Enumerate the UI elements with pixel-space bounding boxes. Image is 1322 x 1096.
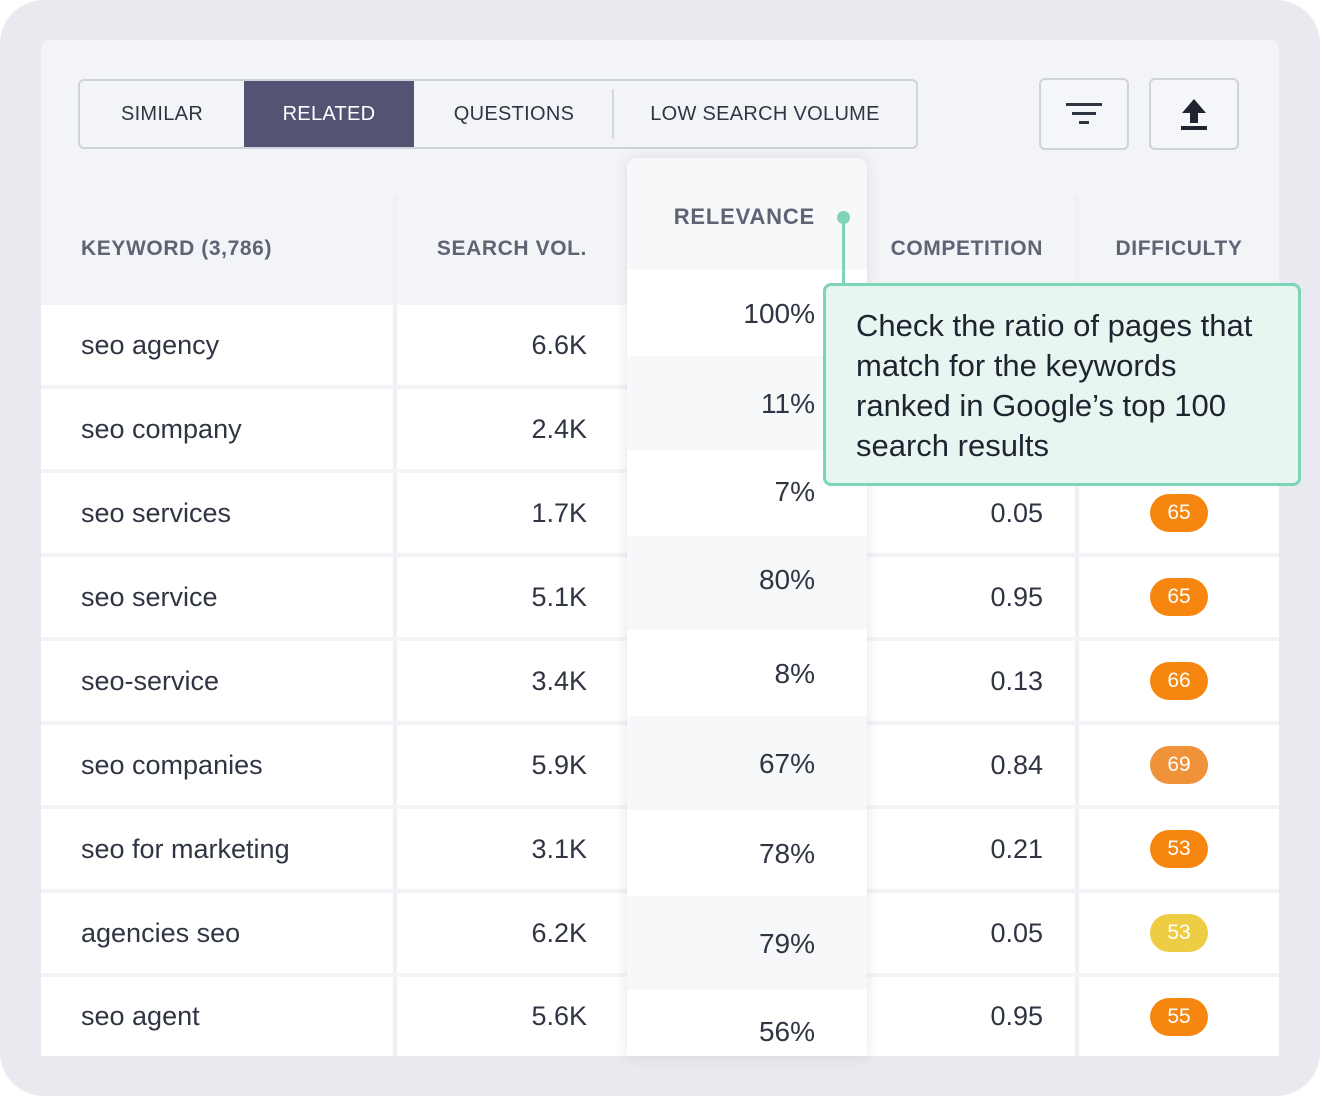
relevance-tooltip: Check the ratio of pages that match for … [823, 283, 1301, 486]
competition-cell: 0.21 [863, 809, 1075, 889]
competition-cell: 0.95 [863, 557, 1075, 637]
keyword-cell: agencies seo [81, 917, 241, 948]
competition-cell: 0.05 [863, 893, 1075, 973]
upload-icon [1181, 99, 1207, 130]
search-vol-cell: 2.4K [393, 389, 623, 469]
competition-cell: 0.13 [863, 641, 1075, 721]
search-vol-cell: 3.1K [393, 809, 623, 889]
search-vol-cell: 6.6K [393, 305, 623, 385]
difficulty-cell: 55 [1075, 977, 1279, 1056]
filter-button[interactable] [1039, 78, 1129, 150]
header-relevance[interactable]: RELEVANCE [673, 204, 815, 229]
difficulty-cell: 65 [1075, 557, 1279, 637]
difficulty-cell: 53 [1075, 809, 1279, 889]
keyword-cell: seo services [81, 497, 232, 528]
search-vol-cell: 5.6K [393, 977, 623, 1056]
difficulty-cell: 65 [1075, 473, 1279, 553]
header-search-vol[interactable]: SEARCH VOL. [393, 196, 623, 302]
search-vol-cell: 5.9K [393, 725, 623, 805]
competition-cell: 0.95 [863, 977, 1075, 1056]
relevance-cell: 8% [627, 630, 867, 716]
tab-low-search-volume[interactable]: LOW SEARCH VOLUME [650, 102, 880, 125]
tab-related[interactable]: RELATED [244, 81, 414, 147]
header-difficulty[interactable]: DIFFICULTY [1075, 196, 1279, 302]
keyword-cell: seo agent [81, 1001, 200, 1031]
relevance-cell: 56% [627, 990, 867, 1056]
relevance-cell: 80% [627, 540, 867, 626]
keyword-cell: seo agency [81, 329, 220, 360]
keyword-cell: seo for marketing [81, 833, 290, 864]
difficulty-badge: 53 [1150, 830, 1208, 868]
difficulty-badge: 65 [1150, 494, 1208, 532]
difficulty-badge: 66 [1150, 662, 1208, 700]
competition-cell: 0.84 [863, 725, 1075, 805]
tooltip-anchor-dot [837, 211, 850, 224]
keyword-cell: seo companies [81, 749, 263, 780]
keyword-cell: seo company [81, 413, 242, 444]
relevance-cell: 78% [627, 810, 867, 896]
relevance-cell: 67% [627, 720, 867, 806]
search-vol-cell: 6.2K [393, 893, 623, 973]
keyword-cell: seo-service [81, 665, 220, 696]
header-keyword[interactable]: KEYWORD (3,786) [81, 237, 273, 260]
difficulty-badge: 65 [1150, 578, 1208, 616]
keyword-type-tabs: SIMILAR RELATED QUESTIONS LOW SEARCH VOL… [78, 79, 918, 149]
difficulty-badge: 55 [1150, 997, 1208, 1036]
tooltip-connector [842, 218, 845, 286]
keyword-cell: seo service [81, 581, 218, 612]
difficulty-cell: 66 [1075, 641, 1279, 721]
tab-similar[interactable]: SIMILAR [120, 102, 204, 125]
difficulty-badge: 69 [1150, 746, 1208, 784]
tab-questions[interactable]: QUESTIONS [414, 81, 614, 147]
search-vol-cell: 1.7K [393, 473, 623, 553]
difficulty-badge: 53 [1150, 914, 1208, 952]
difficulty-cell: 69 [1075, 725, 1279, 805]
search-vol-cell: 3.4K [393, 641, 623, 721]
export-button[interactable] [1149, 78, 1239, 150]
difficulty-cell: 53 [1075, 893, 1279, 973]
search-vol-cell: 5.1K [393, 557, 623, 637]
relevance-cell: 79% [627, 900, 867, 986]
filter-icon [1066, 103, 1102, 124]
